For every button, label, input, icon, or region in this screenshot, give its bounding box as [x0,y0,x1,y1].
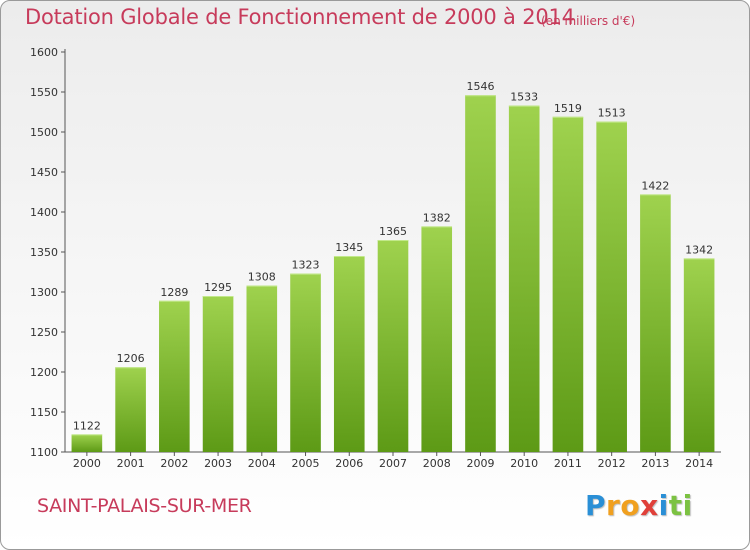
x-tick-label: 2008 [423,457,451,470]
y-tick-label: 1350 [30,246,58,259]
y-tick-label: 1300 [30,286,58,299]
bar-value-label: 1122 [73,419,101,432]
bar [202,296,234,452]
bar [377,240,409,452]
bar [465,95,496,452]
y-tick-label: 1100 [30,446,58,459]
bar [640,194,671,452]
bar-value-label: 1323 [292,259,320,272]
bar-value-label: 1365 [379,225,407,238]
y-tick-label: 1500 [30,126,58,139]
x-tick-label: 2014 [685,457,713,470]
y-tick-label: 1250 [30,326,58,339]
bar [246,285,278,452]
bar-value-label: 1206 [117,352,145,365]
x-tick-label: 2012 [598,457,626,470]
chart-title: Dotation Globale de Fonctionnement de 20… [25,5,575,29]
y-tick-label: 1150 [30,406,58,419]
x-tick-label: 2007 [379,457,407,470]
bar [159,300,190,452]
bar [71,434,103,452]
logo-letter: x [640,489,659,522]
bar-value-label: 1519 [554,102,582,115]
logo-letter: P [585,489,607,522]
bar [508,105,540,452]
bar-value-label: 1342 [685,243,713,256]
logo-letter: i [658,489,669,522]
bar [683,258,715,452]
x-tick-label: 2003 [204,457,232,470]
bar [596,121,627,452]
logo-letter: t [668,489,683,522]
y-tick-label: 1400 [30,206,58,219]
x-tick-label: 2010 [510,457,538,470]
bar [552,116,584,453]
bar [333,256,365,452]
logo-letter: o [620,489,641,522]
bar-value-label: 1382 [423,211,451,224]
y-tick-label: 1550 [30,86,58,99]
x-tick-label: 2004 [248,457,276,470]
bar [290,273,321,452]
bar-value-label: 1308 [248,271,276,284]
x-tick-label: 2000 [73,457,101,470]
x-tick-label: 2011 [554,457,582,470]
x-tick-label: 2001 [117,457,145,470]
bar-value-label: 1546 [466,80,494,93]
y-tick-label: 1600 [30,46,58,59]
x-tick-label: 2013 [641,457,669,470]
x-tick-label: 2005 [292,457,320,470]
town-name: SAINT-PALAIS-SUR-MER [37,495,252,517]
bar [421,226,453,452]
unit-label: (en milliers d'€) [541,14,636,28]
bar-value-label: 1422 [641,179,669,192]
bar-value-label: 1513 [598,107,626,120]
bar-value-label: 1345 [335,241,363,254]
y-tick-label: 1450 [30,166,58,179]
x-tick-label: 2002 [160,457,188,470]
proxiti-logo: Proxiti [585,489,693,522]
bar-value-label: 1533 [510,91,538,104]
bar [115,367,146,452]
x-tick-label: 2009 [466,457,494,470]
bar-value-label: 1289 [160,286,188,299]
y-tick-label: 1200 [30,366,58,379]
x-tick-label: 2006 [335,457,363,470]
bar-value-label: 1295 [204,281,232,294]
logo-letter: r [606,489,621,522]
logo-letter: i [682,489,693,522]
